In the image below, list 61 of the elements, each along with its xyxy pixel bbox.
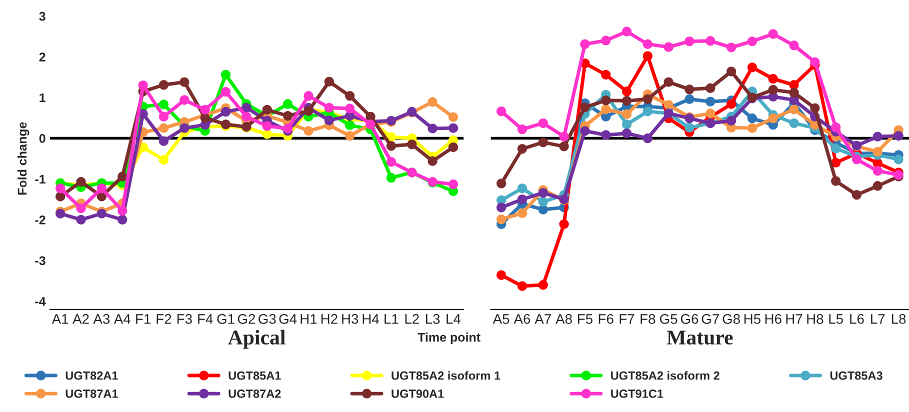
x-axis-title: Time point	[418, 332, 480, 344]
x-tick-label: L7	[871, 314, 885, 324]
y-tick-label: -2	[35, 216, 46, 224]
legend-label: UGT87A1	[66, 390, 118, 398]
legend-label: UGT85A2 isoform 1	[392, 371, 500, 380]
y-axis-title: Fold change	[17, 122, 30, 195]
y-tick-label: 2	[39, 52, 46, 62]
x-tick-label: A1	[52, 314, 68, 324]
y-tick-label: 1	[40, 93, 46, 102]
x-tick-label: F6	[598, 314, 614, 324]
x-tick-label: H8	[807, 314, 824, 324]
text: Apical	[228, 330, 286, 349]
legend-label: UGT82A1	[66, 371, 118, 380]
x-tick-label: F1	[136, 314, 150, 324]
legend-label: UGT85A3	[830, 371, 882, 380]
x-tick-label: A8	[556, 314, 572, 324]
y-tick-label: 3	[39, 12, 46, 21]
legend-label: UGT90A1	[392, 390, 444, 398]
x-tick-label: H6	[765, 314, 782, 324]
y-tick-label: -3	[35, 256, 46, 266]
y-tick-label: -4	[35, 297, 46, 306]
x-tick-label: L3	[426, 314, 440, 324]
x-tick-label: H1	[300, 314, 317, 324]
x-tick-label: H3	[342, 314, 358, 324]
x-tick-label: G8	[722, 314, 740, 324]
y-tick-label: -1	[35, 174, 46, 184]
x-tick-label: F4	[198, 314, 213, 324]
x-tick-label: H5	[744, 314, 760, 324]
y-tick-label: 0	[39, 134, 46, 143]
x-tick-label: A2	[72, 314, 89, 324]
legend-label: UGT91C1	[611, 390, 664, 398]
x-tick-label: G2	[238, 314, 256, 324]
x-tick-label: F3	[177, 314, 192, 324]
x-tick-label: H4	[362, 314, 379, 324]
x-tick-label: H2	[321, 314, 338, 324]
x-tick-label: A5	[492, 314, 510, 324]
x-tick-label: A3	[93, 314, 110, 324]
x-tick-label: L4	[446, 314, 461, 324]
x-tick-label: L5	[829, 314, 843, 324]
x-tick-label: G6	[680, 314, 698, 324]
x-tick-label: G3	[258, 314, 276, 324]
x-tick-label: F8	[640, 314, 656, 324]
x-tick-label: L1	[384, 314, 398, 324]
text: Mature	[666, 330, 733, 345]
legend-label: UGT85A2 isoform 2	[611, 371, 720, 380]
x-tick-label: L8	[892, 314, 906, 324]
x-tick-label: H7	[786, 314, 802, 324]
x-tick-label: F2	[156, 314, 172, 324]
x-tick-label: G1	[217, 314, 234, 324]
x-tick-label: G7	[702, 314, 719, 324]
x-tick-label: G5	[660, 314, 678, 324]
x-tick-label: A6	[514, 314, 530, 324]
x-tick-label: L6	[850, 314, 864, 324]
x-tick-label: L2	[405, 314, 419, 324]
x-tick-label: A7	[534, 314, 551, 324]
x-tick-label: F5	[578, 314, 592, 324]
legend-label: UGT85A1	[228, 371, 281, 380]
x-tick-label: F7	[620, 314, 634, 324]
x-tick-label: A4	[114, 314, 130, 324]
x-tick-label: G4	[279, 314, 297, 324]
legend-label: UGT87A2	[228, 390, 281, 398]
